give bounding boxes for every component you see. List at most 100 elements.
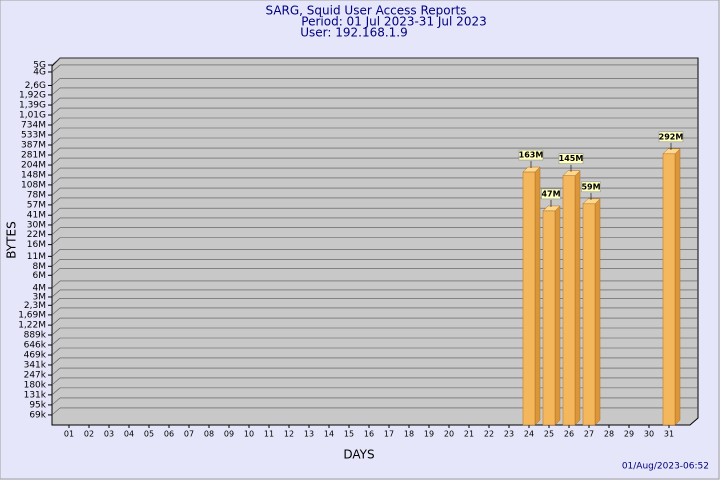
grid-line-side: [51, 259, 61, 267]
y-tick-label: 6M: [33, 271, 47, 281]
grid-line-side: [51, 249, 61, 257]
y-tick-label: 646k: [24, 340, 47, 350]
y-tick-label: 16M: [27, 240, 46, 250]
y-tick-label: 469k: [24, 351, 47, 361]
x-tick-label: 07: [184, 430, 194, 439]
x-tick-label: 29: [624, 430, 634, 439]
bar-side: [674, 148, 681, 426]
bar: [542, 210, 556, 426]
x-tick-label: 16: [364, 430, 374, 439]
grid-line-side: [51, 78, 61, 86]
y-tick-label: 281M: [21, 151, 46, 161]
y-tick-label: 1,92G: [19, 90, 46, 100]
y-tick-label: 180k: [24, 380, 47, 390]
grid-line-side: [51, 307, 61, 316]
x-tick-label: 18: [404, 430, 414, 439]
chart-title: SARG, Squid User Access Reports: [265, 4, 466, 18]
grid-line-side: [51, 327, 61, 336]
grid-line-side: [51, 64, 61, 73]
bar: [562, 175, 576, 426]
x-tick-label: 01: [64, 430, 74, 439]
x-tick-label: 21: [464, 430, 474, 439]
x-tick-label: 14: [324, 430, 334, 439]
x-tick-label: 25: [544, 430, 554, 439]
y-tick-label: 2,6G: [25, 81, 46, 91]
x-tick-label: 27: [584, 430, 594, 439]
grid-line-side: [51, 387, 61, 396]
value-label: 292M: [659, 132, 684, 141]
x-tick-label: 04: [124, 430, 134, 439]
y-tick-label: 69k: [29, 410, 46, 420]
x-tick-label: 31: [664, 430, 674, 439]
grid-line-side: [51, 117, 61, 126]
grid-line-side: [51, 407, 61, 416]
x-tick-label: 06: [164, 430, 174, 439]
grid-line-side: [51, 237, 61, 245]
x-tick-label: 10: [244, 430, 254, 439]
y-tick-label: 533M: [21, 131, 46, 141]
grid-line-side: [51, 289, 61, 298]
x-tick-label: 05: [144, 430, 154, 439]
y-tick-label: 30M: [27, 220, 46, 230]
y-axis-label: BYTES: [5, 221, 19, 258]
grid-line-side: [51, 197, 61, 206]
grid-line-side: [51, 280, 61, 289]
x-tick-label: 30: [644, 430, 654, 439]
grid-line-side: [51, 298, 61, 306]
grid-line-side: [51, 317, 61, 326]
y-tick-label: 131k: [24, 390, 47, 400]
y-tick-label: 5G: [33, 61, 46, 71]
grid-line-side: [51, 347, 61, 356]
grid-line-side: [51, 377, 61, 386]
grid-line-side: [51, 217, 61, 226]
y-tick-label: 41M: [27, 211, 46, 221]
value-label-box: [541, 188, 561, 200]
chart-subtitle: User: 192.168.1.9: [300, 26, 408, 40]
x-tick-label: 23: [504, 430, 514, 439]
grid-line-side: [51, 57, 61, 66]
y-tick-label: 1,01G: [19, 111, 46, 121]
grid-line-side: [51, 137, 61, 146]
value-label: 47M: [541, 189, 560, 198]
grid-line-side: [51, 157, 61, 166]
grid-line-side: [51, 397, 61, 406]
x-tick-label: 22: [484, 430, 494, 439]
grid-line-side: [51, 268, 61, 276]
grid-line-side: [51, 187, 61, 196]
y-tick-label: 2,3M: [24, 301, 46, 311]
x-tick-label: 08: [204, 430, 214, 439]
y-tick-label: 11M: [27, 252, 46, 262]
y-tick-label: 4G: [33, 67, 46, 77]
bar-side: [594, 198, 601, 426]
grid-line-side: [51, 167, 61, 176]
y-tick-label: 108M: [21, 180, 46, 190]
x-tick-label: 17: [384, 430, 394, 439]
y-tick-label: 341k: [24, 360, 47, 370]
bar: [662, 153, 676, 426]
grid-line-side: [51, 87, 61, 96]
x-tick-label: 02: [84, 430, 94, 439]
y-tick-label: 8M: [33, 262, 47, 272]
chart-subtitle: Period: 01 Jul 2023-31 Jul 2023: [301, 15, 486, 29]
y-tick-label: 3M: [33, 292, 47, 302]
y-tick-label: 1,69M: [18, 310, 46, 320]
grid-line-side: [51, 367, 61, 376]
grid-line-side: [51, 107, 61, 116]
y-tick-label: 387M: [21, 141, 46, 151]
x-tick-label: 09: [224, 430, 234, 439]
x-tick-label: 03: [104, 430, 114, 439]
value-label-box: [581, 181, 601, 193]
y-tick-label: 4M: [33, 283, 47, 293]
y-tick-label: 247k: [24, 371, 47, 381]
value-label: 59M: [581, 182, 600, 191]
value-label-box: [558, 153, 584, 164]
bar: [522, 171, 536, 426]
value-label-box: [658, 131, 684, 143]
grid-line-side: [51, 147, 61, 156]
y-tick-label: 22M: [27, 230, 46, 240]
grid-line-side: [51, 227, 61, 235]
plot-wall: [51, 57, 699, 426]
grid-line-side: [51, 207, 61, 216]
y-tick-label: 734M: [21, 120, 46, 130]
